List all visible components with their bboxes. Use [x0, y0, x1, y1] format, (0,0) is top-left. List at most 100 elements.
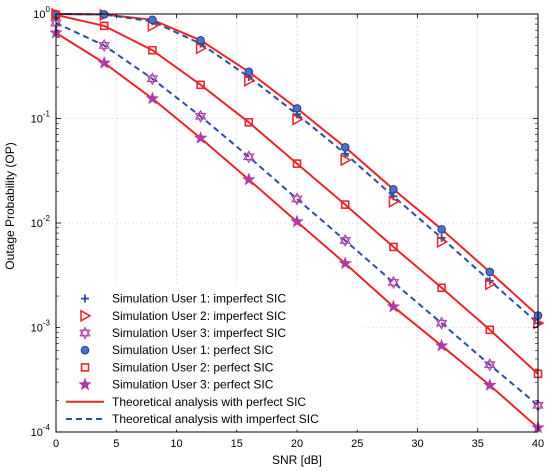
data-point-circle	[244, 67, 254, 77]
marker-hex-up	[146, 72, 159, 83]
data-point-star	[241, 172, 256, 186]
x-tick-label: 35	[472, 438, 484, 450]
y-tick-label: 10-4	[31, 423, 51, 439]
legend-label: Simulation User 3: imperfect SIC	[112, 326, 286, 340]
data-point-star	[338, 256, 353, 270]
marker-hex-down	[243, 153, 255, 164]
data-point-square	[485, 325, 495, 335]
data-point-circle	[148, 15, 157, 25]
data-point-triangle-right	[244, 74, 256, 87]
legend-item: Simulation User 2: perfect SIC	[80, 360, 274, 374]
data-point-hexagram	[387, 275, 400, 290]
marker-hex-down	[291, 195, 303, 206]
data-point-star	[145, 91, 160, 105]
legend-marker-hexagram	[79, 326, 91, 340]
data-point-star	[482, 378, 497, 392]
data-point-hexagram	[98, 38, 110, 53]
marker-hex-up	[339, 233, 351, 244]
legend-marker-square	[80, 363, 90, 372]
data-point-circle	[389, 185, 398, 194]
x-tick-label: 5	[113, 438, 119, 450]
x-tick-label: 25	[351, 438, 363, 450]
data-point-star	[386, 299, 401, 313]
data-point-square	[292, 159, 302, 168]
data-point-triangle-right	[485, 277, 497, 291]
data-point-square	[148, 45, 157, 55]
legend-label: Simulation User 3: perfect SIC	[112, 378, 274, 392]
data-point-square	[437, 283, 446, 293]
y-tick-label: 10-1	[31, 110, 51, 126]
marker-hex-up	[243, 150, 255, 161]
data-point-hexagram	[435, 316, 448, 330]
marker-hex-down	[387, 279, 400, 290]
data-point-square	[196, 80, 205, 90]
data-point-circle	[292, 104, 302, 113]
data-point-hexagram	[194, 109, 207, 123]
marker-hex-up	[484, 358, 496, 369]
x-tick-label: 20	[291, 438, 303, 450]
marker-hex-up	[98, 38, 110, 49]
legend-background	[60, 286, 362, 430]
data-point-star	[97, 55, 112, 69]
data-point-circle	[437, 225, 446, 234]
legend-label: Simulation User 2: imperfect SIC	[112, 309, 286, 323]
x-tick-label: 0	[53, 438, 59, 450]
y-tick-label: 10-3	[31, 319, 51, 335]
marker-hex-up	[79, 326, 91, 337]
legend-marker-circle	[80, 345, 90, 355]
data-point-hexagram	[243, 150, 255, 164]
data-point-square	[244, 117, 254, 127]
theory-line-u2_perfect	[55, 13, 539, 375]
legend-marker-triangle-right	[80, 309, 92, 323]
data-point-triangle-right	[340, 153, 352, 167]
y-axis-label: Outage Probability (OP)	[3, 142, 17, 269]
legend-marker-star	[78, 377, 92, 391]
marker-hex-up	[387, 275, 400, 286]
simulation-markers-layer	[49, 7, 545, 434]
data-point-triangle-right	[436, 235, 449, 249]
legend-marker-plus	[81, 294, 89, 303]
data-point-triangle-right	[388, 195, 400, 208]
data-point-circle	[485, 267, 495, 277]
data-point-square	[389, 242, 398, 252]
data-point-triangle-right	[195, 41, 208, 55]
x-axis-label: SNR [dB]	[272, 453, 322, 467]
data-point-circle	[196, 36, 205, 45]
y-tick-label: 10-2	[31, 214, 51, 230]
theory-line-u1_imperfect	[55, 13, 539, 324]
x-tick-label: 10	[170, 438, 182, 450]
data-point-star	[193, 130, 208, 144]
marker-hex-down	[484, 361, 496, 372]
data-point-hexagram	[484, 358, 496, 372]
x-tick-label: 40	[532, 438, 544, 450]
legend-item: Theoretical analysis with imperfect SIC	[66, 412, 319, 426]
legend-label: Simulation User 1: imperfect SIC	[112, 292, 286, 306]
marker-hex-down	[98, 42, 110, 53]
legend-item: Simulation User 1: perfect SIC	[80, 343, 274, 357]
legend-label: Theoretical analysis with imperfect SIC	[112, 412, 319, 426]
marker-hex-down	[435, 319, 448, 330]
legend-item: Simulation User 1: imperfect SIC	[81, 292, 286, 306]
legend-item: Simulation User 3: imperfect SIC	[79, 326, 286, 340]
marker-hex-down	[146, 75, 159, 86]
y-tick-label: 100	[33, 5, 50, 21]
legend-label: Simulation User 1: perfect SIC	[112, 343, 274, 357]
legend-item: Theoretical analysis with perfect SIC	[66, 395, 306, 409]
marker-hex-up	[435, 316, 448, 327]
legend-item: Simulation User 3: perfect SIC	[78, 377, 274, 392]
legend-label: Theoretical analysis with perfect SIC	[112, 395, 306, 409]
legend-item: Simulation User 2: imperfect SIC	[80, 309, 286, 323]
data-point-star	[434, 338, 449, 352]
theory-line-u2_imperfect	[55, 22, 539, 407]
data-point-star	[290, 214, 304, 228]
legend-label: Simulation User 2: perfect SIC	[112, 360, 274, 374]
marker-hex-down	[339, 237, 351, 248]
data-point-hexagram	[291, 192, 303, 206]
data-point-square	[340, 200, 350, 209]
marker-hex-down	[194, 112, 207, 123]
x-tick-label: 15	[231, 438, 243, 450]
marker-hex-up	[194, 109, 207, 120]
data-point-hexagram	[339, 233, 351, 248]
x-tick-label: 30	[411, 438, 423, 450]
